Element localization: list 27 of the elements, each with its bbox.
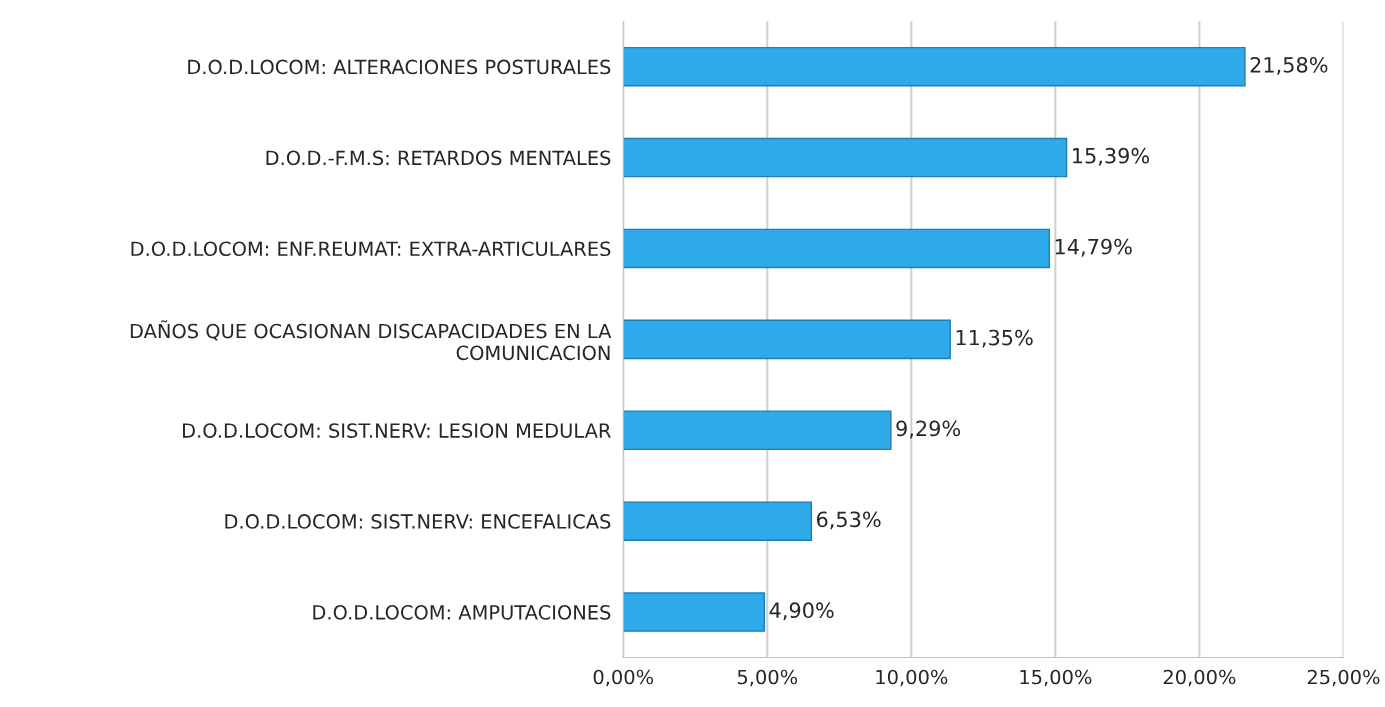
bar	[623, 319, 951, 360]
data-label: 11,35%	[956, 329, 1033, 348]
bar	[623, 228, 1051, 269]
bar	[623, 137, 1068, 178]
bar	[623, 501, 813, 541]
x-tick-label: 5,00%	[737, 669, 798, 687]
data-label: 4,90%	[769, 602, 834, 621]
y-tick-label: D.O.D.LOCOM: SIST.NERV: ENCEFALICAS	[225, 514, 611, 529]
x-tick-label: 0,00%	[593, 669, 654, 687]
bar	[623, 410, 892, 451]
x-tick-label: 20,00%	[1163, 669, 1236, 687]
bar	[623, 46, 1246, 87]
x-tick-label: 25,00%	[1307, 669, 1380, 687]
data-label: 6,53%	[816, 511, 881, 530]
y-tick-label: D.O.D.-F.M.S: RETARDOS MENTALES	[266, 150, 611, 166]
y-tick-label: DAÑOS QUE OCASIONAN DISCAPACIDADES EN LA COMUNICACION	[130, 320, 612, 361]
y-tick-label: D.O.D.LOCOM: AMPUTACIONES	[313, 605, 611, 620]
x-tick-label: 10,00%	[876, 669, 948, 687]
y-tick-label: D.O.D.LOCOM: ALTERACIONES POSTURALES	[188, 59, 611, 75]
x-tick-label: 15,00%	[1020, 669, 1092, 687]
y-tick-label: D.O.D.LOCOM: ENF.REUMAT: EXTRA-ARTICULARES	[131, 241, 611, 257]
data-label: 14,79%	[1055, 238, 1132, 257]
data-label: 9,29%	[896, 420, 961, 439]
y-tick-label: D.O.D.LOCOM: SIST.NERV: LESION MEDULAR	[183, 423, 611, 438]
data-label: 15,39%	[1073, 147, 1150, 166]
bar	[623, 592, 766, 632]
data-label: 21,58%	[1250, 56, 1328, 75]
